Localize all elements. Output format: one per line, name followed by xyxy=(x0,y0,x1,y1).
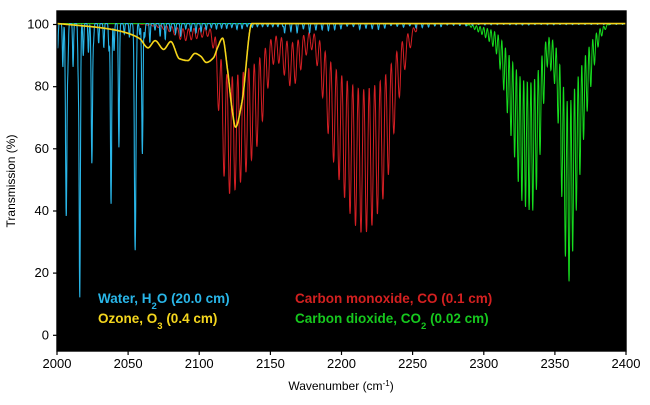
svg-text:100: 100 xyxy=(27,17,49,32)
svg-text:Transmission (%): Transmission (%) xyxy=(4,135,18,228)
svg-text:2400: 2400 xyxy=(612,356,641,371)
svg-text:2100: 2100 xyxy=(185,356,214,371)
svg-text:80: 80 xyxy=(35,79,49,94)
svg-text:2250: 2250 xyxy=(398,356,427,371)
svg-text:2050: 2050 xyxy=(114,356,143,371)
svg-text:60: 60 xyxy=(35,141,49,156)
svg-text:0: 0 xyxy=(42,327,49,342)
svg-text:2150: 2150 xyxy=(256,356,285,371)
svg-text:2000: 2000 xyxy=(43,356,72,371)
svg-text:40: 40 xyxy=(35,203,49,218)
svg-text:2350: 2350 xyxy=(540,356,569,371)
svg-text:Carbon monoxide, CO (0.1 cm): Carbon monoxide, CO (0.1 cm) xyxy=(295,291,492,306)
svg-text:20: 20 xyxy=(35,265,49,280)
svg-text:Wavenumber (cm-1): Wavenumber (cm-1) xyxy=(288,379,393,394)
svg-text:2200: 2200 xyxy=(327,356,356,371)
svg-text:2300: 2300 xyxy=(469,356,498,371)
